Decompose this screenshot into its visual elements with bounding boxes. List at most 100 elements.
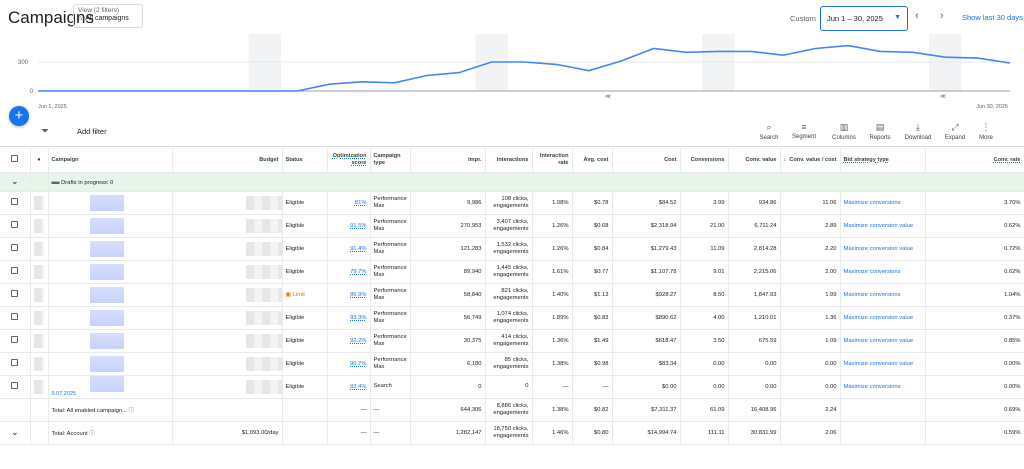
- optimization-score[interactable]: 91.5%: [327, 214, 371, 238]
- bid-strategy-link[interactable]: Maximize conversion value: [840, 352, 926, 376]
- row-checkbox[interactable]: [11, 382, 19, 389]
- optimization-score[interactable]: 90.7%: [327, 352, 371, 376]
- col-conv-value[interactable]: Conv. value: [728, 148, 781, 173]
- totals-conversions: 111.11: [680, 421, 729, 445]
- totals-conversions: 61.09: [680, 398, 729, 422]
- table-row[interactable]: Eligible 90.7% Performance Max 6,180 85 clic…: [0, 352, 1024, 376]
- row-checkbox[interactable]: [11, 290, 19, 297]
- col-cost[interactable]: Cost: [612, 148, 681, 173]
- next-period-icon[interactable]: ›: [940, 10, 944, 22]
- row-checkbox[interactable]: [11, 336, 19, 343]
- bid-strategy-link[interactable]: Maximize conversion value: [840, 306, 926, 330]
- redacted-budget: [245, 333, 281, 348]
- avg-cost: $0.98: [572, 352, 613, 376]
- select-all-checkbox-cell[interactable]: [0, 148, 31, 173]
- y-tick-300: 300: [18, 60, 29, 66]
- select-all-checkbox[interactable]: [11, 155, 19, 163]
- row-checkbox[interactable]: [11, 198, 19, 205]
- table-row[interactable]: Eligible 91.5% Performance Max 270,953 3,407…: [0, 214, 1024, 238]
- chevron-down-icon[interactable]: ⌄: [10, 427, 19, 437]
- show-last-30-days-link[interactable]: Show last 30 days: [962, 13, 1023, 22]
- bid-strategy-link[interactable]: Maximize conversion value: [840, 329, 926, 353]
- row-checkbox[interactable]: [11, 359, 19, 366]
- optimization-score[interactable]: 92.2%: [327, 329, 371, 353]
- col-interaction-rate[interactable]: Interaction rate: [532, 148, 573, 173]
- help-icon[interactable]: ⓘ: [128, 408, 135, 414]
- row-checkbox[interactable]: [11, 313, 19, 320]
- drafts-row[interactable]: ⌄ ▬ Drafts in progress: 0: [0, 172, 1024, 192]
- col-optimization-score[interactable]: Optimization score: [327, 148, 371, 173]
- redacted-campaign-name[interactable]: [89, 217, 124, 234]
- col-budget[interactable]: Budget: [172, 148, 283, 173]
- row-checkbox[interactable]: [11, 244, 19, 251]
- col-avg-cost[interactable]: Avg. cost: [572, 148, 613, 173]
- status-text: Eligible: [285, 199, 305, 206]
- bid-strategy-link[interactable]: Maximize conversion value: [840, 237, 926, 261]
- bid-strategy-link[interactable]: Maximize conversions: [840, 191, 926, 215]
- conv-rate: 0.37%: [925, 306, 1024, 330]
- redacted-campaign-name[interactable]: [89, 263, 124, 280]
- row-checkbox[interactable]: [11, 221, 19, 228]
- redacted-campaign-name[interactable]: [89, 194, 124, 211]
- segment-tool[interactable]: ≡ Segment: [786, 122, 822, 140]
- status-text: Eligible: [285, 360, 305, 367]
- optimization-score[interactable]: 81%: [327, 191, 371, 215]
- view-selector[interactable]: View (2 filters) ⌂ All campaigns: [73, 4, 143, 28]
- x-start-label: Jun 1, 2025: [38, 104, 67, 110]
- prev-period-icon[interactable]: ‹: [915, 10, 919, 22]
- columns-tool[interactable]: ▥ Columns: [826, 122, 862, 141]
- help-icon[interactable]: ⓘ: [89, 431, 96, 437]
- redacted-campaign-name[interactable]: [89, 332, 124, 349]
- redacted-campaign-name[interactable]: [89, 309, 124, 326]
- chevron-down-icon[interactable]: ⌄: [0, 172, 31, 192]
- more-tool[interactable]: ⋮ More: [968, 122, 1004, 141]
- filter-icon[interactable]: ⏷: [41, 126, 49, 137]
- optimization-score[interactable]: 93.3%: [327, 306, 371, 330]
- redacted-campaign-name[interactable]: [89, 240, 124, 257]
- table-row[interactable]: Eligible 93.3% Performance Max 56,749 1,074 …: [0, 306, 1024, 330]
- add-campaign-button[interactable]: +: [9, 106, 29, 126]
- reports-tool[interactable]: ▤ Reports: [862, 122, 898, 141]
- conv-value-cost: 11.06: [780, 191, 841, 215]
- annotation-marker-icon[interactable]: ≪: [940, 94, 946, 100]
- col-campaign-type[interactable]: Campaign type: [370, 148, 411, 173]
- optimization-score[interactable]: 91.4%: [327, 237, 371, 261]
- col-conversions[interactable]: Conversions: [680, 148, 729, 173]
- optimization-score[interactable]: 79.7%: [327, 260, 371, 284]
- table-row[interactable]: Eligible 79.7% Performance Max 89,940 1,445 …: [0, 260, 1024, 284]
- redacted-status: [33, 264, 44, 279]
- search-tool[interactable]: ⌕ Search: [751, 122, 787, 141]
- x-end-label: Jun 30, 2025: [976, 104, 1008, 110]
- more-icon: ⋮: [981, 122, 991, 132]
- expand-tool[interactable]: ⤢ Expand: [937, 122, 973, 141]
- download-tool[interactable]: ⤓ Download: [900, 122, 936, 141]
- bid-strategy-link[interactable]: Maximize conversions: [840, 283, 926, 307]
- col-impr[interactable]: Impr.: [410, 148, 486, 173]
- annotation-marker-icon[interactable]: ≪: [605, 94, 611, 100]
- bid-strategy-link[interactable]: Maximize conversion value: [840, 214, 926, 238]
- redacted-campaign-name[interactable]: [89, 355, 124, 372]
- optimization-score[interactable]: 86.9%: [327, 283, 371, 307]
- row-checkbox[interactable]: [11, 267, 19, 274]
- bid-strategy-link[interactable]: Maximize conversions: [840, 375, 926, 399]
- table-row[interactable]: Eligible 92.2% Performance Max 30,375 414 cl…: [0, 329, 1024, 353]
- add-filter-button[interactable]: Add filter: [77, 127, 107, 136]
- optimization-score[interactable]: 93.4%: [327, 375, 371, 399]
- table-row[interactable]: Eligible 91.4% Performance Max 121,283 1,532…: [0, 237, 1024, 261]
- status-cell: Eligible: [282, 191, 328, 215]
- table-row[interactable]: Eligible 81% Performance Max 9,986 108 click…: [0, 191, 1024, 215]
- col-status[interactable]: Status: [282, 148, 328, 173]
- col-conv-value-cost[interactable]: ↓ Conv. value / cost: [780, 148, 841, 173]
- conversions: 11.09: [680, 237, 729, 261]
- redacted-campaign-name[interactable]: [89, 376, 124, 392]
- col-interactions[interactable]: Interactions: [485, 148, 533, 173]
- col-bid-strategy-type[interactable]: Bid strategy type: [840, 148, 926, 173]
- redacted-campaign-name[interactable]: [89, 286, 124, 303]
- table-row[interactable]: ▣ Limit 86.9% Performance Max 58,840 821 cli…: [0, 283, 1024, 307]
- table-row[interactable]: 9.07.2025 Eligible 93.4% Search 0 0— — $0.00 0.0…: [0, 375, 1024, 399]
- col-campaign[interactable]: Campaign: [48, 148, 173, 173]
- date-range-picker[interactable]: Jun 1 – 30, 2025 ▼: [820, 6, 908, 31]
- page-title: Campaigns: [8, 8, 94, 27]
- bid-strategy-link[interactable]: Maximize conversions: [840, 260, 926, 284]
- col-conv-rate[interactable]: Conv. rate: [925, 148, 1024, 173]
